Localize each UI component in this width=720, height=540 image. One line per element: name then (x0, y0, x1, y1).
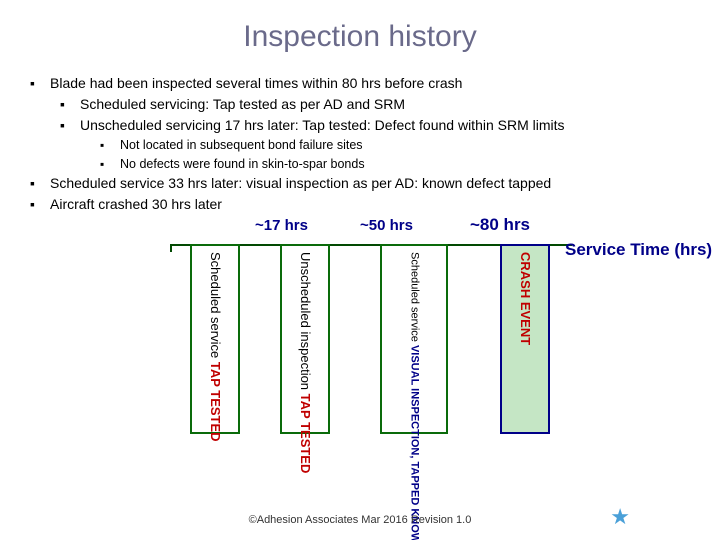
hour-label-80: ~80 hrs (470, 214, 530, 237)
timeline-bar: CRASH EVENT (500, 244, 550, 434)
bullet-sub1d: Aircraft crashed 30 hrs later (30, 195, 690, 214)
timeline-bar: Unscheduled inspection TAP TESTED (280, 244, 330, 434)
bullet-sub1a: Scheduled servicing: Tap tested as per A… (60, 95, 690, 114)
y-axis-label: Service Time (hrs) (565, 240, 715, 260)
content-area: Blade had been inspected several times w… (0, 54, 720, 456)
bar-label: Scheduled service VISUAL INSPECTION, TAP… (407, 246, 422, 540)
bullet-list-sub1: Scheduled servicing: Tap tested as per A… (30, 95, 690, 135)
bullet-sub1b: Unscheduled servicing 17 hrs later: Tap … (60, 116, 690, 135)
bar-label-line2: TAP TESTED (298, 394, 313, 474)
timeline-bar: Scheduled service VISUAL INSPECTION, TAP… (380, 244, 448, 434)
bullet-list-bottom: Scheduled service 33 hrs later: visual i… (30, 174, 690, 214)
bar-label-line1: Unscheduled inspection (298, 252, 313, 390)
hour-label-50: ~50 hrs (360, 216, 413, 236)
bullet-sub1c: Scheduled service 33 hrs later: visual i… (30, 174, 690, 193)
slide-title: Inspection history (0, 0, 720, 54)
bar-label-line1: Scheduled service (208, 252, 223, 358)
hour-label-17: ~17 hrs (255, 216, 308, 236)
bar-label-line1: Scheduled service (408, 252, 420, 342)
bar-label-line1: CRASH EVENT (518, 252, 533, 345)
bullet-list-sub2: Not located in subsequent bond failure s… (30, 137, 690, 173)
bullet-sub2a: Not located in subsequent bond failure s… (100, 137, 690, 154)
bar-label: CRASH EVENT (516, 246, 534, 345)
bullet-list-top: Blade had been inspected several times w… (30, 74, 690, 93)
bar-label-line2: VISUAL INSPECTION, TAPPED KNOWN DEFECTS (408, 345, 420, 540)
bar-label: Scheduled service TAP TESTED (206, 246, 224, 442)
bullet-sub2b: No defects were found in skin-to-spar bo… (100, 156, 690, 173)
hour-labels: ~17 hrs ~50 hrs ~80 hrs (30, 216, 690, 240)
bar-label: Unscheduled inspection TAP TESTED (296, 246, 314, 473)
bar-label-line2: TAP TESTED (208, 362, 223, 442)
timeline-chart: ~17 hrs ~50 hrs ~80 hrs Scheduled servic… (30, 216, 690, 456)
bars-area: Scheduled service TAP TESTED Unscheduled … (170, 244, 610, 444)
timeline-bar: Scheduled service TAP TESTED (190, 244, 240, 434)
bullet-main: Blade had been inspected several times w… (30, 74, 690, 93)
star-icon: ★ (610, 504, 630, 530)
